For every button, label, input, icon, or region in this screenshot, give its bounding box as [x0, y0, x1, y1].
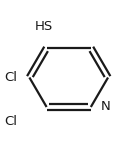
Text: HS: HS [35, 20, 53, 33]
Text: Cl: Cl [4, 71, 17, 84]
Text: N: N [101, 100, 110, 113]
Text: Cl: Cl [4, 115, 17, 128]
